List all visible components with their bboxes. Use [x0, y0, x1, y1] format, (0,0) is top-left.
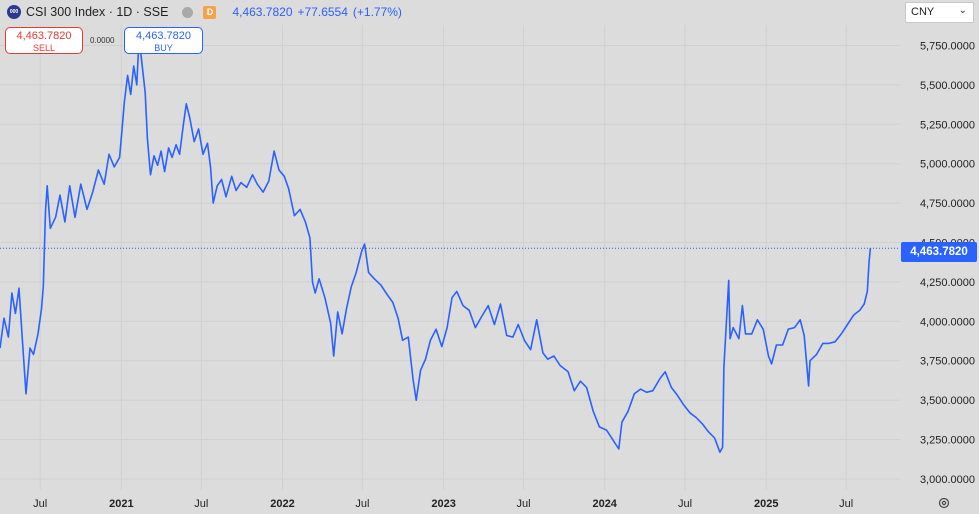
- symbol-title[interactable]: CSI 300 Index · 1D · SSE: [26, 5, 169, 19]
- sell-label: SELL: [32, 43, 56, 53]
- y-tick-label: 3,500.0000: [920, 395, 975, 407]
- symbol-header: 000 CSI 300 Index · 1D · SSE D 4,463.782…: [0, 0, 402, 24]
- currency-selector[interactable]: CNY ⌄: [905, 2, 974, 23]
- y-tick-label: 5,250.0000: [920, 119, 975, 131]
- index-logo-icon: 000: [7, 5, 21, 19]
- x-tick-label: 2025: [754, 498, 778, 510]
- y-tick-label: 3,250.0000: [920, 435, 975, 447]
- x-tick-label: 2021: [109, 498, 133, 510]
- x-tick-label: Jul: [839, 498, 853, 510]
- y-tick-label: 5,000.0000: [920, 159, 975, 171]
- y-tick-label: 3,000.0000: [920, 474, 975, 486]
- market-status-icon: [182, 6, 194, 18]
- buy-label: BUY: [154, 43, 173, 53]
- price-axis: 3,000.0000 3,250.0000 3,500.0000 3,750.0000…: [920, 40, 975, 485]
- series-line: [0, 36, 872, 453]
- x-tick-label: 2024: [592, 498, 617, 510]
- series-layer: [0, 36, 872, 453]
- last-price: 4,463.7820: [232, 5, 293, 19]
- gear-icon[interactable]: [937, 496, 951, 510]
- y-tick-label: 4,250.0000: [920, 277, 975, 289]
- buy-button[interactable]: 4,463.7820 BUY: [124, 27, 203, 54]
- delayed-data-badge[interactable]: D: [203, 5, 217, 19]
- x-tick-label: Jul: [516, 498, 530, 510]
- sell-button[interactable]: 4,463.7820 SELL: [5, 27, 83, 54]
- current-price-label: 4,463.7820: [901, 242, 977, 262]
- spread-value: 0.0000: [90, 36, 115, 45]
- chevron-down-icon: ⌄: [958, 5, 967, 16]
- chart-grid: [0, 25, 900, 490]
- price-change-percent: (+1.77%): [352, 5, 402, 19]
- x-tick-label: Jul: [194, 498, 208, 510]
- x-tick-label: 2022: [270, 498, 294, 510]
- buy-price: 4,463.7820: [135, 30, 192, 42]
- y-tick-label: 4,000.0000: [920, 316, 975, 328]
- time-axis: Jul 2021 Jul 2022 Jul 2023 Jul 2024 Jul 2025 Jul: [33, 498, 853, 510]
- y-tick-label: 5,750.0000: [920, 40, 975, 52]
- x-tick-label: 2023: [431, 498, 455, 510]
- price-change: +77.6554: [297, 5, 348, 19]
- x-tick-label: Jul: [33, 498, 47, 510]
- y-tick-label: 5,500.0000: [920, 80, 975, 92]
- x-tick-label: Jul: [678, 498, 692, 510]
- y-tick-label: 3,750.0000: [920, 356, 975, 368]
- currency-label: CNY: [911, 6, 935, 18]
- sell-price: 4,463.7820: [16, 30, 72, 42]
- x-tick-label: Jul: [355, 498, 369, 510]
- y-tick-label: 4,750.0000: [920, 198, 975, 210]
